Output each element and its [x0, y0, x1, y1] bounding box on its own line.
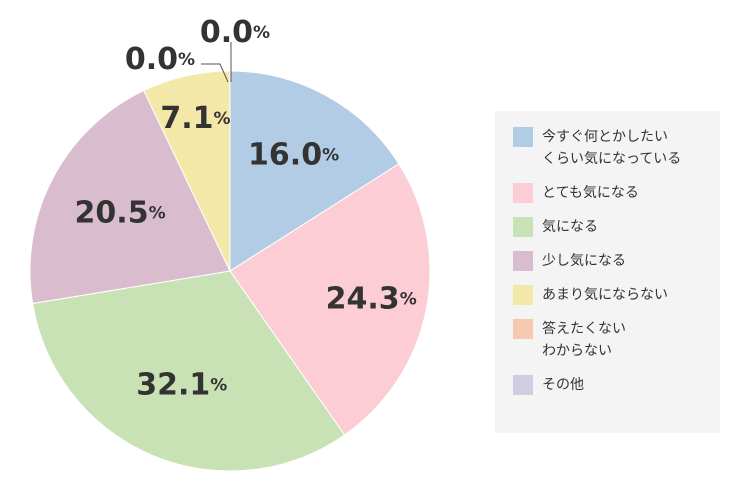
slice-label-2: 32.1%	[136, 367, 227, 402]
slice-label-5: 0.0%	[200, 15, 270, 50]
legend-item-1: とても気になる	[513, 183, 720, 204]
legend-item-3: 少し気になる	[513, 251, 720, 272]
legend-label-5-line-1: 答えたくない	[542, 321, 626, 337]
slice-label-6-value: 0.0	[125, 42, 178, 77]
slice-label-1-value: 24.3	[326, 281, 400, 316]
slice-value-labels: 16.0%24.3%32.1%20.5%7.1%0.0%0.0%	[75, 15, 417, 402]
slice-label-5-unit: %	[253, 23, 270, 43]
slice-label-3-unit: %	[149, 204, 166, 224]
legend-item-2: 気になる	[513, 217, 720, 238]
legend-item-4: あまり気にならない	[513, 285, 720, 306]
legend-item-6: その他	[513, 375, 720, 396]
legend-swatch-0	[513, 127, 533, 147]
slice-label-0: 16.0%	[248, 137, 339, 172]
label-leader-lines	[201, 42, 232, 83]
legend-label-0: 今すぐ何とかしたい くらい気になっている	[542, 126, 681, 170]
legend: 今すぐ何とかしたい くらい気になっている とても気になる 気になる 少し気になる…	[495, 111, 720, 433]
slice-label-0-value: 16.0	[248, 137, 322, 172]
legend-label-2: 気になる	[542, 216, 598, 238]
legend-label-3-line-1: 少し気になる	[542, 253, 626, 269]
legend-label-0-line-1: 今すぐ何とかしたい	[542, 129, 668, 145]
pie-slices	[29, 70, 431, 472]
legend-swatch-1	[513, 183, 533, 203]
legend-label-5-line-2: わからない	[542, 343, 612, 359]
legend-swatch-2	[513, 217, 533, 237]
slice-label-2-value: 32.1	[136, 367, 210, 402]
legend-label-1: とても気になる	[542, 182, 639, 204]
slice-label-0-unit: %	[322, 145, 339, 165]
slice-label-1-unit: %	[400, 289, 417, 309]
slice-label-4: 7.1%	[160, 100, 230, 135]
leader-line-6	[201, 63, 229, 83]
legend-label-1-line-1: とても気になる	[542, 185, 639, 201]
pie-slice-0	[229, 70, 400, 272]
pie-slice-1	[229, 163, 431, 436]
legend-label-6: その他	[542, 374, 584, 396]
legend-label-2-line-1: 気になる	[542, 219, 598, 235]
slice-label-3-value: 20.5	[75, 195, 149, 230]
legend-label-4: あまり気にならない	[542, 284, 668, 306]
pie-slice-3	[29, 89, 231, 305]
legend-label-0-line-2: くらい気になっている	[542, 151, 682, 167]
legend-swatch-6	[513, 375, 533, 395]
slice-label-5-value: 0.0	[200, 15, 253, 50]
pie-slice-2	[32, 270, 346, 472]
legend-label-6-line-1: その他	[542, 377, 584, 393]
legend-item-0: 今すぐ何とかしたい くらい気になっている	[513, 127, 720, 170]
legend-item-5: 答えたくない わからない	[513, 319, 720, 362]
slice-label-3: 20.5%	[75, 195, 166, 230]
slice-label-2-unit: %	[210, 375, 227, 395]
pie-slice-4	[143, 70, 231, 272]
slice-label-6-unit: %	[178, 50, 195, 70]
legend-label-3: 少し気になる	[542, 250, 626, 272]
slice-label-1: 24.3%	[326, 281, 417, 316]
legend-swatch-3	[513, 251, 533, 271]
slice-label-6: 0.0%	[125, 42, 195, 77]
slice-label-4-unit: %	[214, 109, 231, 129]
legend-label-5: 答えたくない わからない	[542, 318, 626, 362]
slice-label-4-value: 7.1	[160, 100, 213, 135]
legend-swatch-4	[513, 285, 533, 305]
legend-label-4-line-1: あまり気にならない	[542, 287, 668, 303]
legend-swatch-5	[513, 319, 533, 339]
